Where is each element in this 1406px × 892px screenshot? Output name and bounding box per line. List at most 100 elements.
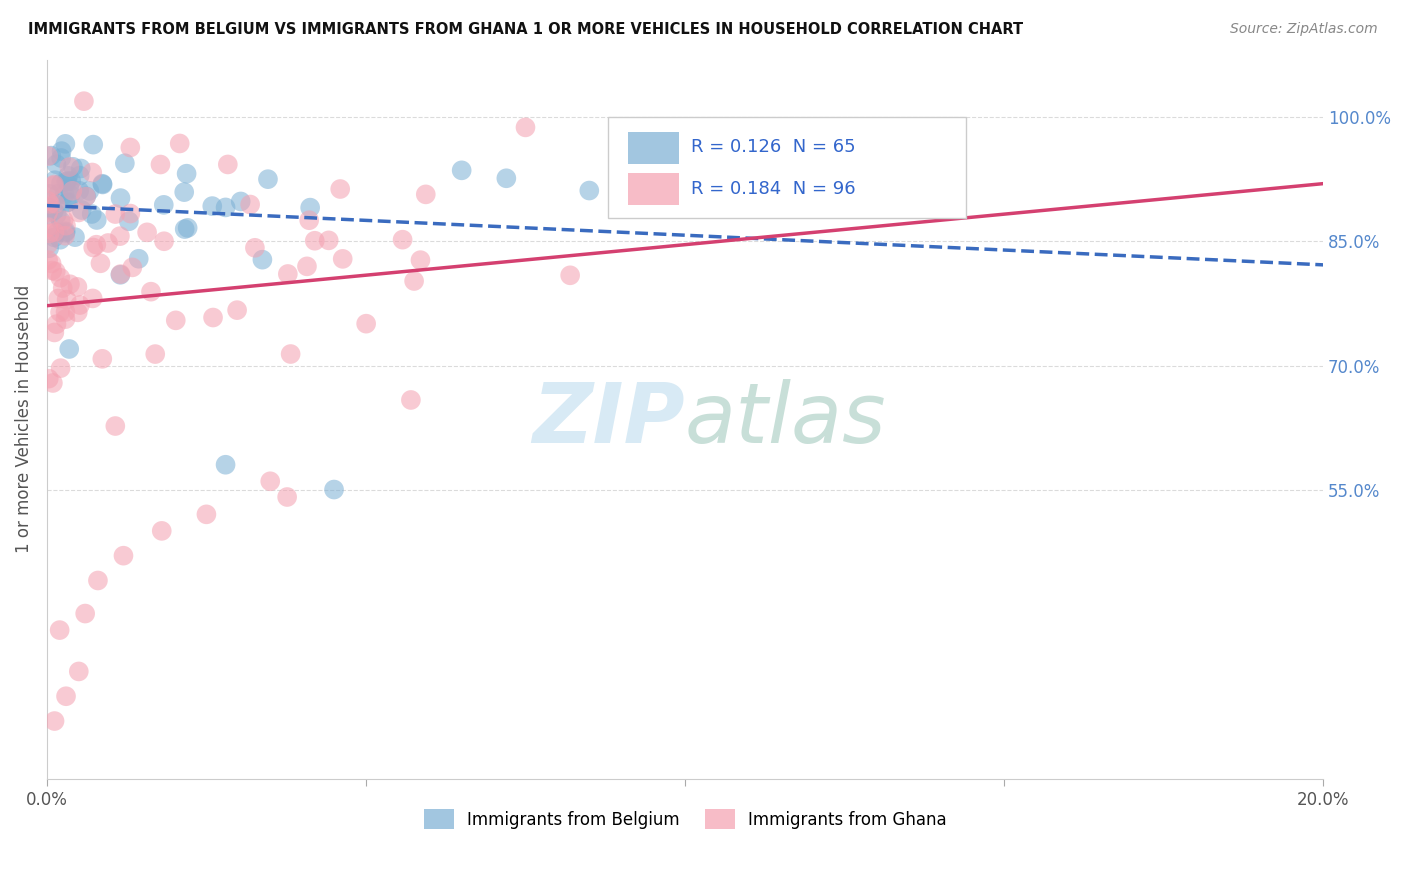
Point [53, 228, 76, 243]
Point [49, 214, 72, 228]
Point [37, 149, 59, 163]
Point [217, 157, 239, 171]
Point [69, 161, 91, 176]
Point [53, 226, 76, 240]
Point [399, 392, 422, 407]
Point [332, 252, 354, 266]
Point [120, 206, 142, 220]
Point [86, 213, 108, 227]
Point [42, 178, 65, 193]
Point [59, 188, 82, 202]
Point [55, 224, 77, 238]
Point [56, 174, 79, 188]
Point [56, 195, 79, 210]
Point [53, 136, 76, 151]
Point [323, 483, 346, 497]
Point [55, 293, 77, 307]
Point [82, 292, 104, 306]
Point [299, 201, 322, 215]
Point [82, 240, 104, 254]
Point [176, 167, 198, 181]
Point [42, 376, 65, 390]
Point [45, 317, 67, 331]
Point [38, 241, 60, 255]
Point [214, 458, 236, 472]
Point [42, 203, 65, 218]
Point [202, 310, 225, 325]
Point [59, 277, 82, 292]
Point [53, 187, 76, 202]
Point [73, 94, 96, 108]
Point [173, 185, 195, 199]
Point [52, 213, 75, 227]
Point [450, 163, 472, 178]
Point [391, 233, 413, 247]
Point [150, 524, 173, 538]
Point [48, 292, 70, 306]
Point [280, 347, 302, 361]
Text: IMMIGRANTS FROM BELGIUM VS IMMIGRANTS FROM GHANA 1 OR MORE VEHICLES IN HOUSEHOLD: IMMIGRANTS FROM BELGIUM VS IMMIGRANTS FR… [28, 22, 1024, 37]
Point [44, 196, 66, 211]
Point [69, 169, 91, 183]
Text: atlas: atlas [685, 379, 887, 459]
Point [259, 475, 281, 489]
Point [108, 229, 131, 244]
Point [75, 189, 97, 203]
Point [176, 220, 198, 235]
Point [277, 267, 299, 281]
Point [49, 305, 72, 319]
Point [58, 160, 80, 174]
Legend: Immigrants from Belgium, Immigrants from Ghana: Immigrants from Belgium, Immigrants from… [418, 803, 953, 835]
Point [515, 120, 537, 135]
Point [229, 194, 252, 209]
Point [143, 347, 166, 361]
Point [55, 219, 77, 233]
Point [257, 172, 280, 186]
Point [42, 178, 65, 192]
Point [41, 263, 63, 277]
Point [63, 230, 86, 244]
Point [152, 198, 174, 212]
Point [226, 303, 249, 318]
Point [201, 199, 224, 213]
Point [55, 305, 77, 319]
Point [44, 230, 66, 244]
Point [70, 202, 93, 217]
Point [44, 225, 66, 239]
Point [49, 176, 72, 190]
Point [38, 372, 60, 386]
Point [276, 490, 298, 504]
Point [58, 342, 80, 356]
Point [79, 184, 101, 198]
Point [415, 187, 437, 202]
Point [55, 690, 77, 704]
Point [60, 184, 83, 198]
Point [44, 326, 66, 340]
Point [318, 233, 340, 247]
Point [67, 205, 90, 219]
Point [243, 241, 266, 255]
Point [169, 136, 191, 151]
Point [37, 206, 59, 220]
Point [304, 234, 326, 248]
Point [578, 184, 600, 198]
Text: R = 0.126  N = 65: R = 0.126 N = 65 [692, 138, 856, 156]
Point [56, 169, 79, 183]
Point [239, 197, 262, 211]
Point [86, 237, 108, 252]
Point [41, 256, 63, 270]
Point [87, 574, 110, 588]
Point [37, 253, 59, 268]
Point [139, 285, 162, 299]
FancyBboxPatch shape [627, 172, 679, 205]
Text: Source: ZipAtlas.com: Source: ZipAtlas.com [1230, 22, 1378, 37]
Point [110, 268, 132, 282]
Point [298, 213, 321, 227]
Point [44, 714, 66, 728]
Point [66, 280, 89, 294]
Point [37, 220, 59, 235]
Point [55, 312, 77, 326]
Text: ZIP: ZIP [533, 379, 685, 459]
Point [195, 508, 218, 522]
Point [136, 225, 159, 239]
